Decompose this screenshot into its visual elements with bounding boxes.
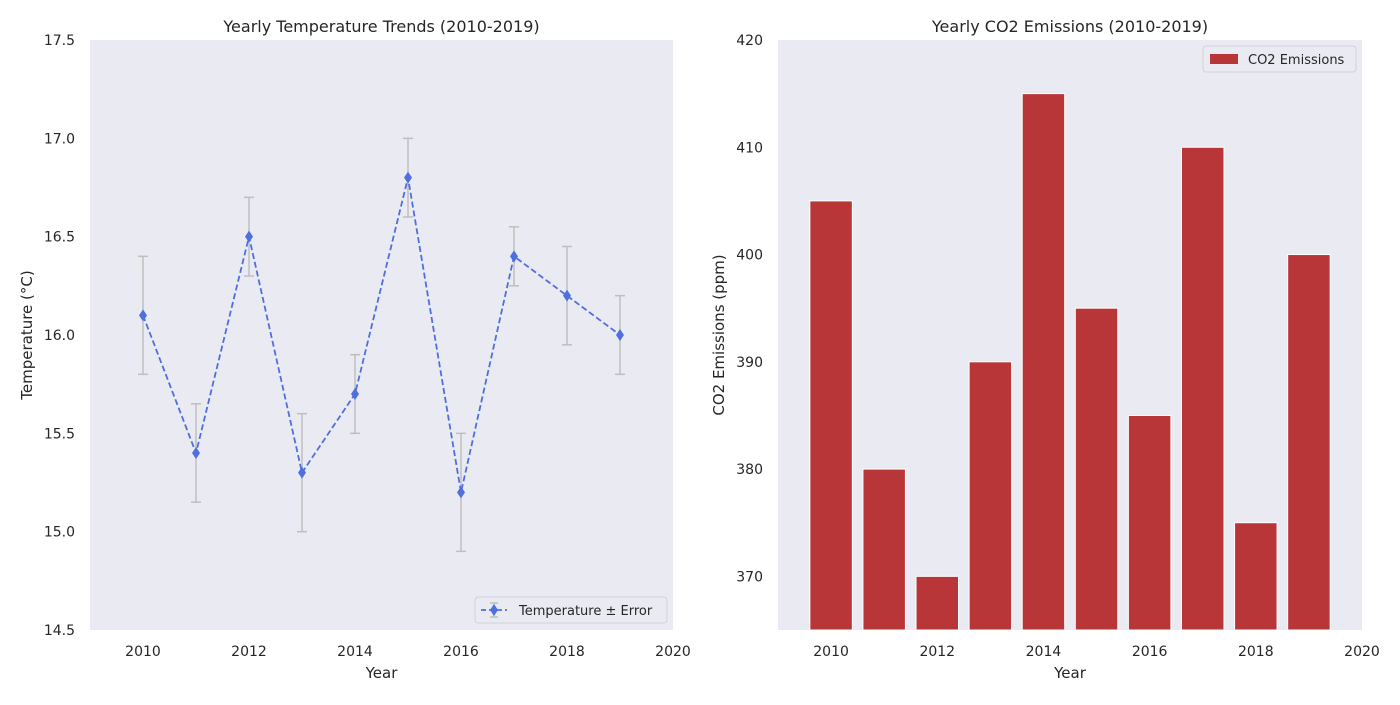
co2-legend: CO2 Emissions	[1202, 45, 1357, 73]
temperature-plot-area	[90, 40, 673, 630]
y-tick-label: 370	[736, 569, 763, 585]
co2-bar	[1127, 414, 1172, 631]
y-tick-label: 16.0	[44, 328, 75, 344]
x-tick-label: 2018	[1238, 644, 1274, 660]
y-tick-label: 390	[736, 355, 763, 371]
temperature-y-ticks: 14.5 15.0 15.5 16.0 16.5 17.0 17.5	[44, 33, 75, 639]
temperature-legend: Temperature ± Error	[474, 596, 668, 624]
co2-chart-title: Yearly CO2 Emissions (2010-2019)	[931, 17, 1208, 36]
co2-bar	[1234, 522, 1278, 631]
y-tick-label: 16.5	[44, 230, 75, 246]
temperature-legend-marker	[490, 604, 498, 616]
x-tick-label: 2018	[549, 644, 585, 660]
temperature-x-axis-label: Year	[365, 664, 399, 682]
y-tick-label: 15.0	[44, 525, 75, 541]
x-tick-label: 2012	[231, 644, 267, 660]
x-tick-label: 2016	[1132, 644, 1168, 660]
x-tick-label: 2020	[1344, 644, 1380, 660]
co2-bar	[809, 200, 853, 631]
y-tick-label: 380	[736, 462, 763, 478]
co2-legend-label: CO2 Emissions	[1248, 53, 1345, 68]
x-tick-label: 2020	[655, 644, 691, 660]
data-point-marker	[245, 230, 253, 243]
y-tick-label: 420	[736, 33, 763, 49]
x-tick-label: 2014	[337, 644, 373, 660]
co2-y-ticks: 370 380 390 400 410 420	[736, 33, 763, 585]
data-point-marker	[139, 309, 147, 322]
x-tick-label: 2012	[919, 644, 955, 660]
temperature-chart-title: Yearly Temperature Trends (2010-2019)	[222, 17, 539, 36]
co2-bar	[915, 575, 960, 631]
co2-bars	[809, 93, 1331, 631]
co2-x-axis-label: Year	[1053, 664, 1087, 682]
data-point-marker	[404, 171, 412, 184]
y-tick-label: 15.5	[44, 426, 75, 442]
data-point-marker	[298, 466, 306, 479]
x-tick-label: 2016	[443, 644, 479, 660]
data-point-marker	[457, 486, 465, 499]
y-tick-label: 14.5	[44, 623, 75, 639]
temperature-markers	[139, 171, 624, 499]
y-tick-label: 17.0	[44, 131, 75, 147]
co2-bar	[1180, 146, 1225, 631]
x-tick-label: 2010	[813, 644, 849, 660]
data-point-marker	[563, 289, 571, 302]
co2-legend-box	[1202, 45, 1357, 73]
co2-chart: Yearly CO2 Emissions (2010-2019) Year CO…	[710, 17, 1380, 682]
co2-y-axis-label: CO2 Emissions (ppm)	[710, 254, 728, 415]
co2-bar	[1074, 307, 1119, 631]
co2-legend-swatch	[1210, 54, 1238, 64]
co2-bar	[862, 468, 906, 631]
data-point-marker	[510, 250, 518, 263]
x-tick-label: 2010	[125, 644, 161, 660]
co2-bar	[968, 361, 1013, 631]
co2-bar	[1021, 93, 1066, 631]
temperature-chart: Yearly Temperature Trends (2010-2019) Ye…	[18, 17, 691, 682]
data-point-marker	[192, 447, 200, 459]
co2-x-ticks: 2010 2012 2014 2016 2018 2020	[813, 644, 1380, 660]
y-tick-label: 410	[736, 140, 763, 156]
y-tick-label: 17.5	[44, 33, 75, 49]
data-point-marker	[351, 388, 359, 400]
co2-bar	[1287, 254, 1331, 631]
temperature-y-axis-label: Temperature (°C)	[18, 270, 36, 400]
temperature-x-ticks: 2010 2012 2014 2016 2018 2020	[125, 644, 691, 660]
temperature-legend-box	[474, 596, 668, 624]
temperature-legend-label: Temperature ± Error	[518, 604, 653, 619]
data-point-marker	[616, 329, 624, 341]
temperature-series-line	[142, 177, 621, 493]
x-tick-label: 2014	[1026, 644, 1062, 660]
y-tick-label: 400	[736, 248, 763, 264]
